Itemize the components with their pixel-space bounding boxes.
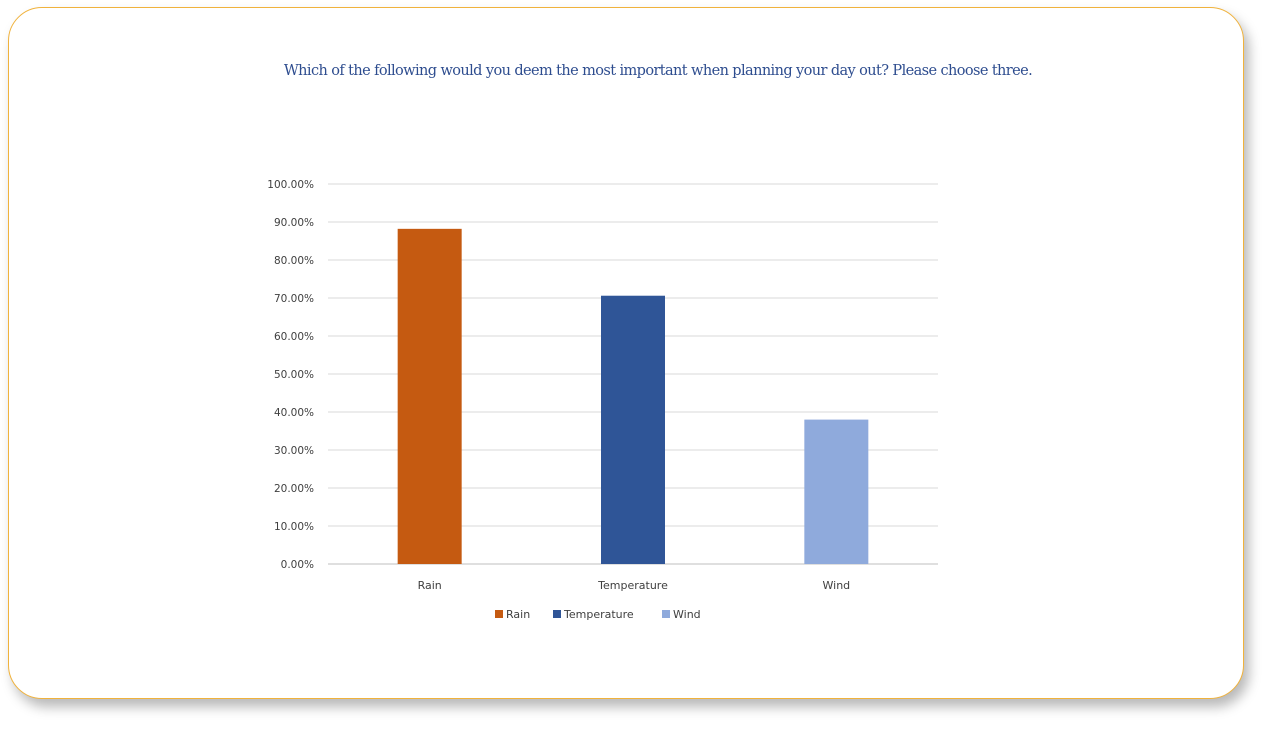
legend-label: Rain [506,608,530,621]
y-tick-label: 10.00% [274,521,314,533]
x-tick-label: Temperature [597,579,668,592]
chart-title: Which of the following would you deem th… [283,63,1033,79]
x-axis-labels: Rain Temperature Wind [418,579,851,592]
y-tick-label: 60.00% [274,331,314,343]
y-tick-label: 0.00% [281,559,314,571]
legend-swatch [553,610,561,618]
x-tick-label: Rain [418,579,442,592]
legend-label: Wind [673,608,701,621]
y-tick-label: 70.00% [274,293,314,305]
legend-swatch [662,610,670,618]
bar-rain [397,228,462,564]
y-tick-label: 80.00% [274,255,314,267]
y-tick-label: 20.00% [274,483,314,495]
y-tick-label: 100.00% [267,179,314,191]
y-tick-label: 50.00% [274,369,314,381]
y-axis-ticks: 0.00% 10.00% 20.00% 30.00% 40.00% 50.00% 60.00… [267,179,314,571]
y-tick-label: 30.00% [274,445,314,457]
x-tick-label: Wind [823,579,851,592]
y-tick-label: 40.00% [274,407,314,419]
legend-swatch [495,610,503,618]
bar-wind [804,419,869,564]
legend-label: Temperature [563,608,634,621]
legend: Rain Temperature Wind [495,608,701,621]
y-tick-label: 90.00% [274,217,314,229]
bars [397,228,869,564]
bar-temperature [601,295,665,564]
